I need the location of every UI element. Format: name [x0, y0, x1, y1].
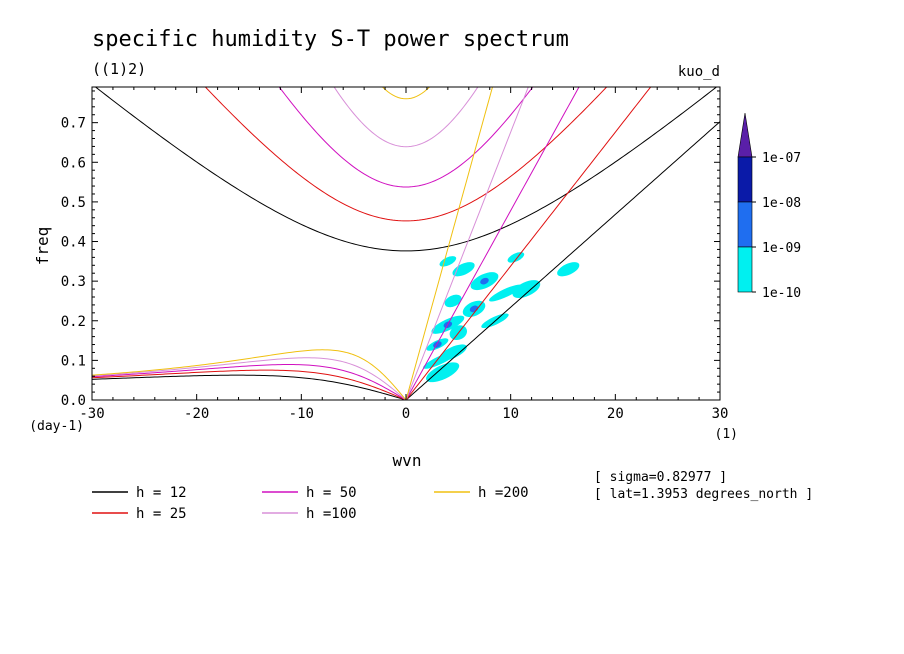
- gravity-wave-curve: [204, 87, 608, 222]
- kelvin-wave-curve: [405, 121, 720, 400]
- x-tick-label: -20: [184, 406, 209, 422]
- kelvin-wave-curve: [405, 87, 494, 400]
- kelvin-wave-curve: [405, 87, 580, 400]
- power-blob: [507, 252, 525, 263]
- legend: h = 12 h = 25 h = 50 h =100 h =200: [92, 485, 529, 522]
- lat-info: [ lat=1.3953 degrees_north ]: [594, 487, 813, 502]
- kelvin-wave-curve: [405, 87, 652, 400]
- power-blob: [512, 280, 541, 299]
- y-tick-label: 0.7: [61, 116, 86, 132]
- power-blob: [426, 362, 460, 383]
- y-tick-label: 0.6: [61, 155, 86, 171]
- legend-label: h = 50: [306, 485, 357, 501]
- x-tick-label: -10: [289, 406, 314, 422]
- y-tick-label: 0.5: [61, 195, 86, 211]
- y-tick-label: 0.2: [61, 314, 86, 330]
- rossby-wave-curve: [92, 374, 407, 400]
- legend-label: h = 25: [136, 506, 187, 522]
- colorbar-box: [737, 201, 753, 248]
- y-tick-label: 0.4: [61, 235, 86, 251]
- rossby-wave-curve: [92, 357, 407, 400]
- rossby-wave-curve: [92, 349, 407, 400]
- rossby-wave-curve: [92, 364, 407, 400]
- colorbar-box: [737, 156, 753, 203]
- rossby-wave-curve: [92, 369, 407, 400]
- power-blob: [557, 262, 580, 277]
- sigma-info: [ sigma=0.82977 ]: [594, 470, 727, 485]
- legend-label: h = 12: [136, 485, 187, 501]
- x-axis-label: wvn: [393, 451, 422, 470]
- colorbar-box: [737, 246, 753, 293]
- power-blob: [489, 284, 522, 302]
- y-tick-label: 0.3: [61, 274, 86, 290]
- power-blob: [439, 256, 457, 267]
- colorbar: 1e-07 1e-08 1e-09 1e-10: [737, 112, 801, 301]
- chart-subtitle: ((1)2): [92, 60, 146, 78]
- y-unit-label: (day-1): [29, 419, 84, 434]
- plot-frame: [91, 86, 721, 401]
- colorbar-arrow: [737, 112, 753, 158]
- power-blob: [452, 262, 475, 277]
- y-tick-label: 0.1: [61, 353, 86, 369]
- x-tick-label: 30: [712, 406, 729, 422]
- colorbar-label: 1e-09: [762, 241, 801, 256]
- power-contours: [423, 252, 580, 383]
- gravity-wave-curve: [381, 87, 431, 100]
- kelvin-wave-curve: [405, 87, 529, 400]
- x-tick-label: -30: [79, 406, 104, 422]
- gravity-wave-curve: [94, 87, 718, 252]
- x-tick-label: 20: [607, 406, 624, 422]
- run-label: kuo_d: [678, 64, 720, 80]
- x-tick-label: 10: [502, 406, 519, 422]
- gravity-wave-curve: [278, 87, 534, 188]
- legend-label: h =200: [478, 485, 529, 501]
- dispersion-curves: [92, 87, 720, 400]
- axis-ticks: -30 -20 -10 0 10 20 30 0.0 0.1 0.2 0.3 0.4 0.5 0.6 0.7: [61, 87, 729, 422]
- legend-label: h =100: [306, 506, 357, 522]
- y-axis-label: freq: [33, 227, 52, 266]
- chart-title: specific humidity S-T power spectrum: [92, 27, 569, 52]
- y-tick-label: 0.0: [61, 393, 86, 409]
- gravity-wave-curve: [333, 87, 479, 148]
- x-tick-label: 0: [402, 406, 410, 422]
- power-blob: [423, 351, 456, 369]
- colorbar-label: 1e-07: [762, 151, 801, 166]
- power-blob-core: [480, 277, 489, 285]
- x-unit-label: (1): [715, 427, 738, 442]
- colorbar-label: 1e-08: [762, 196, 801, 211]
- colorbar-label: 1e-10: [762, 286, 801, 301]
- power-blob: [444, 294, 462, 308]
